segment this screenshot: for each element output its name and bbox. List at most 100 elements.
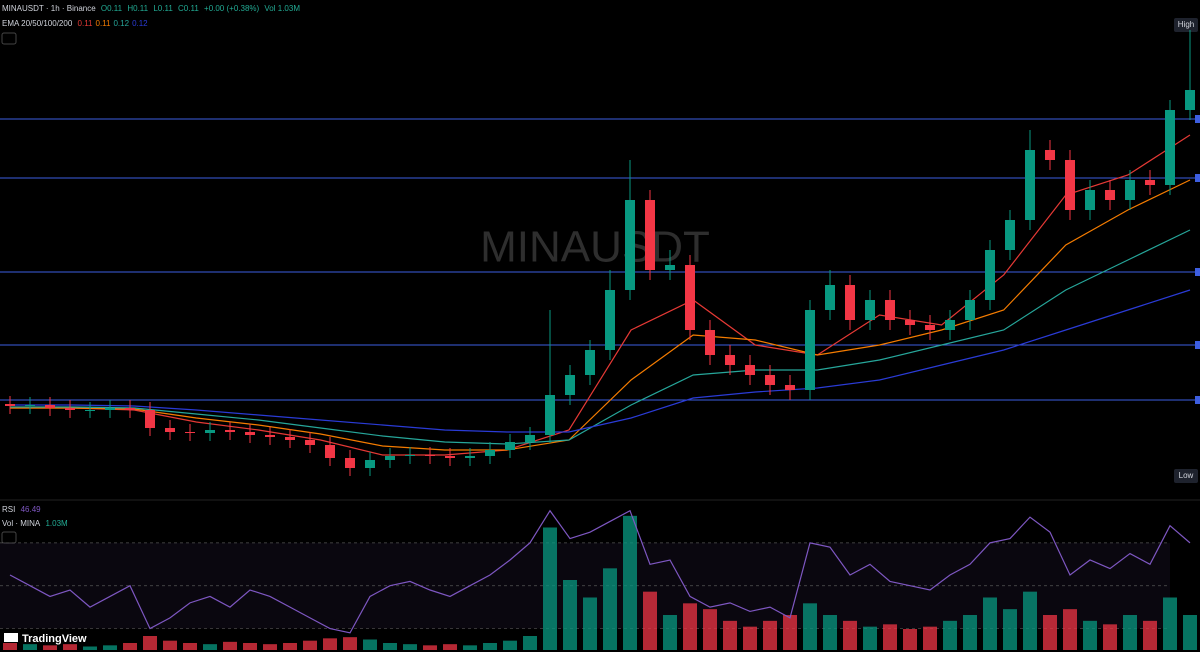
volume-bar [723,620,737,650]
brand: TradingView [22,633,87,645]
ohlc-close: C0.11 [178,4,199,13]
candle-body [705,330,715,355]
volume-bar [1063,609,1077,650]
volume-bar [903,629,917,650]
candle-body [885,300,895,320]
rsi-legend: RSI 46.49 [2,505,44,514]
candle-body [605,290,615,350]
level-handle [1195,268,1200,276]
candle-body [905,320,915,325]
candle-body [565,375,575,395]
candle-body [625,200,635,290]
volume-bar [1123,615,1137,650]
volume-bar [1103,624,1117,650]
candle-body [785,385,795,390]
symbol: MINAUSDT · 1h · Binance [2,4,96,13]
candle-body [225,430,235,432]
volume-bar [423,645,437,650]
high-badge [1174,18,1198,32]
volume-bar [643,591,657,650]
candle-body [665,265,675,270]
candle-body [205,430,215,433]
ema-line [10,179,1191,451]
volume-bar [523,636,537,650]
ema-value: 0.12 [132,19,148,28]
volume-bar [883,624,897,650]
volume-bar [703,609,717,650]
rsi-value: 46.49 [20,505,41,514]
level-handle [1195,341,1200,349]
candle-body [145,410,155,428]
candle-body [305,440,315,445]
candle-body [685,265,695,330]
volume-bar [923,626,937,650]
volume-bar [303,640,317,650]
ohlc-high: H0.11 [127,4,149,13]
volume-bar [203,644,217,650]
change: +0.00 (+0.38%) [204,4,260,13]
level-handle [1195,115,1200,123]
candle-body [325,445,335,458]
ohlc-open: O0.11 [100,4,123,13]
volume-bar [23,644,37,650]
candle-body [825,285,835,310]
volume-bar [383,643,397,650]
volume-bar [263,644,277,650]
volume-bar [63,644,77,650]
candle-body [525,435,535,442]
candle-body [445,456,455,458]
ema-value: 0.11 [77,19,93,28]
candle-body [245,432,255,435]
candle-body [765,375,775,385]
low-badge [1174,469,1198,483]
collapse-button[interactable] [1,32,17,45]
volume-bar [1143,620,1157,650]
candle-body [965,300,975,320]
volume-bar [1163,597,1177,650]
volume-bar [1043,615,1057,650]
candle-body [1145,180,1155,185]
volume-bar [543,527,557,650]
volume-bar [663,615,677,650]
ema-value: 0.12 [113,19,130,28]
candle-body [425,455,435,456]
volume-bar [103,645,117,650]
candle-body [285,437,295,440]
candle-body [1005,220,1015,250]
level-handle [1195,396,1200,404]
volume-bar [163,640,177,650]
candle-body [265,435,275,437]
volume-bar [603,568,617,650]
candle-body [545,395,555,435]
candle-body [1045,150,1055,160]
brand-logo: TradingView [4,633,87,645]
volume-header: Vol 1.03M [264,4,300,13]
candle-body [925,325,935,330]
volume-bar [583,597,597,650]
volume-label: Vol · MINA [2,519,41,528]
volume-bar [443,644,457,650]
volume-bar [3,643,17,650]
volume-bar [1023,591,1037,650]
volume-bar [863,626,877,650]
volume-bar [1083,620,1097,650]
candle-body [805,310,815,390]
volume-bar [823,615,837,650]
candle-body [1165,110,1175,185]
candle-body [25,405,35,406]
volume-bar [843,620,857,650]
candle-body [585,350,595,375]
volume-bar [683,603,697,650]
ema-line [10,289,1191,433]
candle-body [745,365,755,375]
header: MINAUSDT · 1h · Binance O0.11 H0.11 L0.1… [2,4,303,13]
candle-body [985,250,995,300]
ema-line [10,229,1191,445]
candle-body [1085,190,1095,210]
ema-label: EMA 20/50/100/200 [2,19,73,28]
volume-bar [563,580,577,650]
volume-bar [503,640,517,650]
candle-body [725,355,735,365]
candle-body [865,300,875,320]
